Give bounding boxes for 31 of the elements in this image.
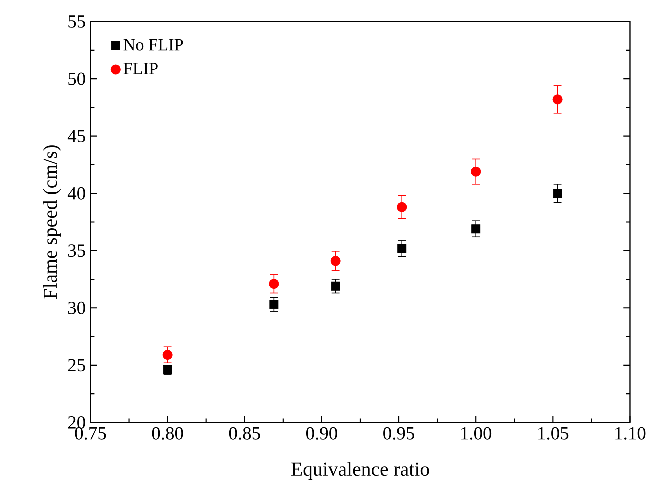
point (162, 350, 173, 360)
y-tick-label: 25 (68, 359, 86, 372)
y-tick-label: 20 (68, 416, 86, 429)
x-tick-label: 1.05 (538, 427, 569, 440)
point (397, 202, 408, 212)
y-tick-label: 30 (68, 302, 86, 314)
legend-label: FLIP (124, 63, 158, 74)
x-tick-label: 0.95 (384, 427, 414, 440)
y-tick-label: 35 (68, 244, 86, 258)
y-tick-label: 40 (68, 187, 86, 200)
legend-label: No FLIP (124, 39, 184, 51)
point (552, 94, 563, 105)
point (472, 224, 481, 234)
point (471, 166, 482, 177)
point (553, 189, 562, 198)
x-tick-label: 0.80 (152, 427, 184, 440)
point (269, 279, 280, 290)
y-tick-label: 50 (68, 72, 86, 86)
point (270, 300, 279, 310)
y-tick-label: 55 (68, 16, 86, 28)
point (330, 256, 341, 266)
point (331, 282, 340, 291)
y-tick-label: 45 (68, 130, 86, 143)
x-tick-label: 0.75 (75, 427, 106, 440)
x-tick-label: 1.10 (616, 427, 646, 440)
x-axis-title: Equivalence ratio (292, 462, 430, 480)
x-tick-label: 0.90 (306, 427, 338, 440)
x-tick-label: 0.85 (229, 427, 260, 440)
x-tick-label: 1.00 (462, 427, 492, 440)
point (398, 244, 407, 254)
y-axis-title: Flame speed (cm/s) (43, 146, 62, 300)
